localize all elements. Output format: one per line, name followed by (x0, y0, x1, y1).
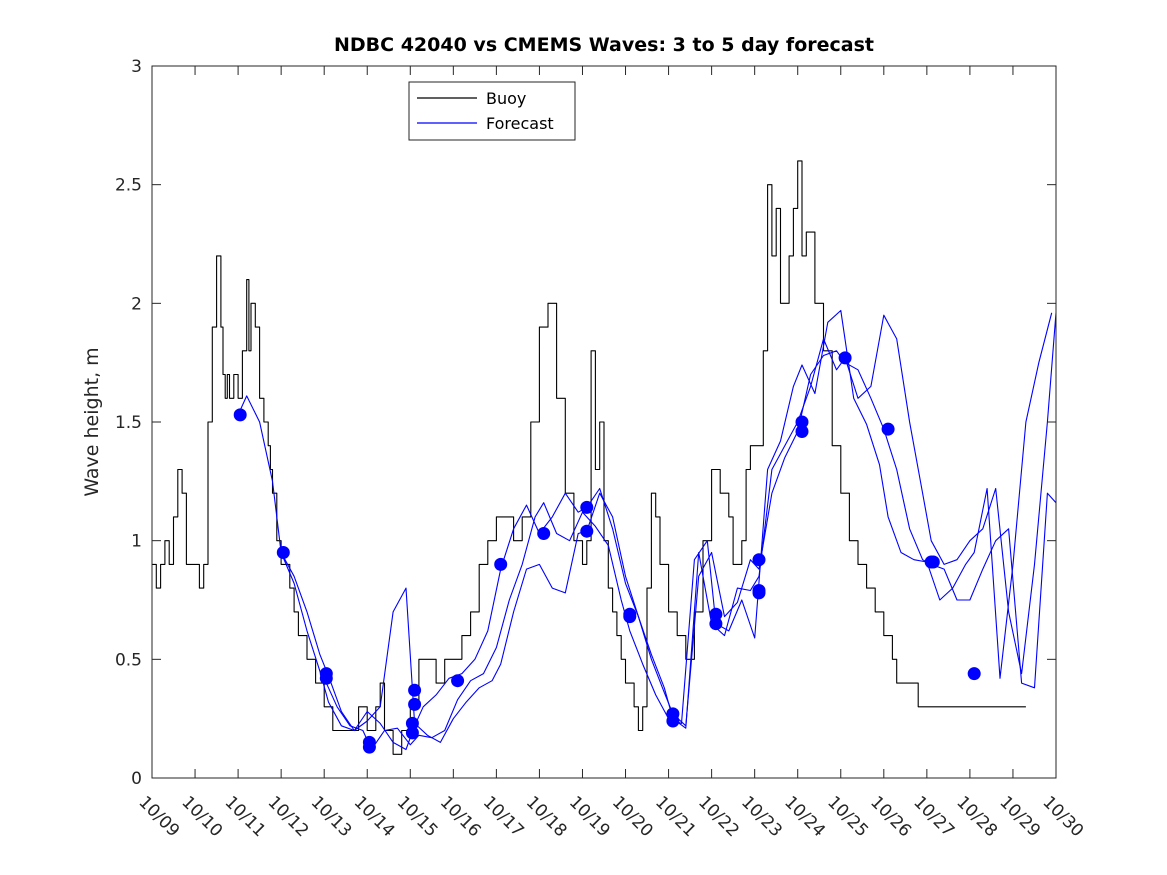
forecast-marker (319, 671, 333, 685)
forecast-marker (752, 553, 766, 567)
forecast-marker (408, 683, 422, 697)
y-tick-label: 2 (131, 294, 142, 314)
forecast-marker (795, 415, 809, 429)
forecast-marker (752, 586, 766, 600)
marker-layer (233, 351, 981, 754)
y-axis-label: Wave height, m (81, 347, 103, 496)
forecast-marker (405, 716, 419, 730)
forecast-marker (408, 697, 422, 711)
forecast-marker (580, 500, 594, 514)
series-forecast-3 (323, 309, 1053, 751)
legend-box (408, 81, 576, 141)
forecast-marker (881, 422, 895, 436)
forecast-marker (666, 714, 680, 728)
legend: Buoy Forecast (408, 81, 576, 141)
forecast-marker (623, 610, 637, 624)
legend-buoy-label: Buoy (486, 89, 526, 108)
y-tick-label: 0.5 (115, 650, 142, 670)
y-tick-label: 2.5 (115, 176, 142, 196)
forecast-marker (537, 527, 551, 540)
chart-title: NDBC 42040 vs CMEMS Waves: 3 to 5 day fo… (334, 34, 874, 56)
forecast-marker (709, 607, 723, 621)
forecast-marker (233, 408, 247, 422)
series-buoy (152, 160, 1026, 755)
series-layer (152, 160, 1057, 755)
forecast-marker (451, 674, 465, 688)
y-tick-label: 3 (131, 57, 142, 77)
forecast-marker (580, 524, 594, 538)
legend-forecast-label: Forecast (486, 114, 554, 133)
forecast-marker (926, 555, 940, 569)
y-tick-label: 1 (131, 532, 142, 552)
forecast-marker (709, 617, 723, 631)
forecast-marker (276, 546, 290, 559)
forecast-marker (967, 667, 981, 681)
forecast-marker (494, 557, 508, 571)
forecast-marker (405, 726, 419, 740)
y-tick-label: 0 (131, 769, 142, 789)
series-forecast-1 (237, 350, 1057, 751)
forecast-marker (838, 351, 852, 365)
forecast-marker (795, 425, 809, 438)
y-tick-label: 1.5 (115, 413, 142, 433)
series-forecast-2 (280, 312, 1057, 743)
forecast-marker (362, 740, 376, 754)
